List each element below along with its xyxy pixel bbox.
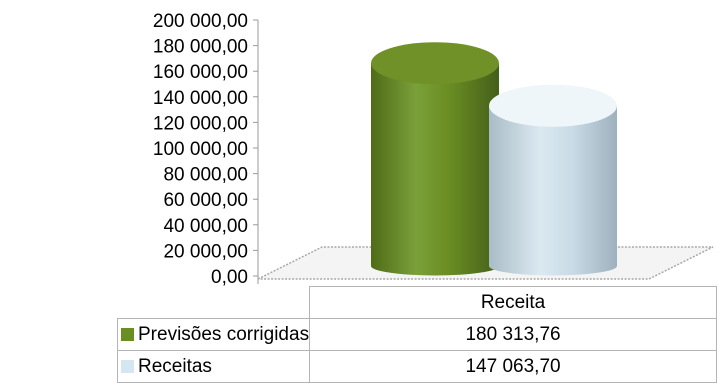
y-tick-label: 180 000,00 [153,37,248,58]
legend-entry-previsoes: Previsões corrigidas [116,318,311,351]
y-tick-label: 160 000,00 [153,62,248,83]
bar-receitas [489,84,617,276]
legend-label-previsoes: Previsões corrigidas [138,323,310,345]
y-tick-label: 60 000,00 [163,190,248,211]
bar-body-previsoes [371,63,499,276]
category-label: Receita [309,286,717,319]
y-tick-label: 200 000,00 [153,11,248,32]
bar-top-previsoes [371,42,499,85]
y-tick-label: 100 000,00 [153,139,248,160]
y-tick-label: 0,00 [211,267,248,288]
y-tick-label: 80 000,00 [163,165,248,186]
bar-previsoes [371,42,499,276]
data-label-previsoes: 180 313,76 [309,318,717,351]
y-tick-label: 120 000,00 [153,113,248,134]
bar-top-receitas [489,84,617,127]
y-tick-label: 20 000,00 [163,241,248,262]
legend-label-receitas: Receitas [138,355,212,377]
legend-entry-receitas: Receitas [116,350,311,383]
legend-swatch-receitas [121,359,134,373]
data-table: Receita Previsões corrigidas 180 313,76 … [116,286,717,383]
bar-body-receitas [489,105,617,276]
y-tick-label: 40 000,00 [163,216,248,237]
y-tick-label: 140 000,00 [153,88,248,109]
table-row: Previsões corrigidas 180 313,76 [116,318,717,351]
chart: 0,00 20 000,00 40 000,00 60 000,00 80 000,00… [153,11,714,288]
table-corner [117,286,311,319]
legend-swatch-previsoes [121,327,134,341]
data-label-receitas: 147 063,70 [309,350,717,383]
table-row: Receitas 147 063,70 [116,350,717,383]
